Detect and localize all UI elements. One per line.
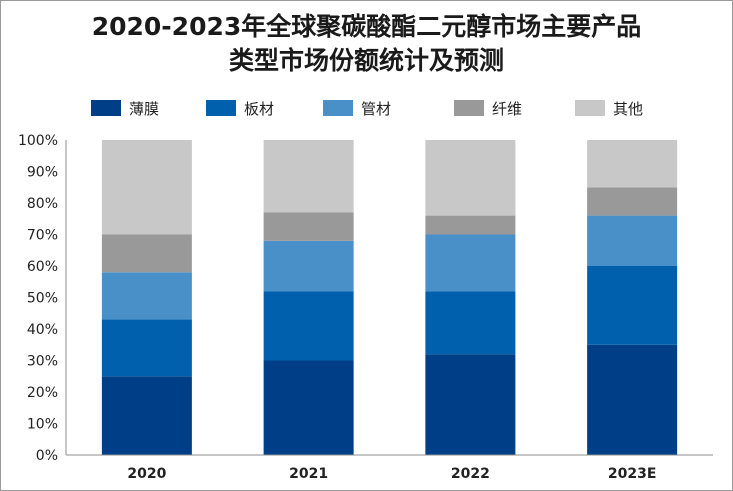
bar-segment [101,272,192,320]
bar-segment [263,291,354,361]
legend: 薄膜 板材 管材 纤维 其他 [0,96,733,120]
legend-label-pipe: 管材 [361,99,392,118]
y-tick-label: 60% [27,259,58,275]
chart-title-line-1: 2020-2023年全球聚碳酸酯二元醇市场主要产品 [91,12,642,41]
y-tick-label: 70% [27,228,58,244]
bar-segment [587,266,678,345]
bar-segment [587,140,678,188]
legend-item-fiber: 纤维 [454,96,522,120]
y-tick-label: 80% [27,196,58,212]
bar-segment [587,215,678,266]
y-tick-label: 0% [36,448,58,464]
legend-swatch-fiber [454,100,484,116]
legend-swatch-sheet [206,100,236,116]
legend-item-film: 薄膜 [91,96,159,120]
bar-segment [425,215,516,235]
legend-label-other: 其他 [613,99,644,118]
bar-segment [425,234,516,292]
x-category-label: 2021 [289,466,328,482]
bar-segment [425,140,516,216]
bar-segment [587,344,678,455]
legend-label-film: 薄膜 [129,99,160,118]
bar-segment [263,360,354,455]
bar-segment [263,212,354,241]
bar-segment [263,240,354,292]
chart-title-line-2: 类型市场份额统计及预测 [228,46,504,75]
x-category-label: 2023E [608,466,657,482]
y-tick-label: 10% [27,417,58,433]
chart-title: 2020-2023年全球聚碳酸酯二元醇市场主要产品 类型市场份额统计及预测 [0,10,733,78]
bar-segment [101,376,192,455]
legend-swatch-pipe [323,100,353,116]
y-tick-label: 90% [27,165,58,181]
legend-label-fiber: 纤维 [492,99,523,118]
legend-item-sheet: 板材 [206,96,274,120]
legend-label-sheet: 板材 [244,99,275,118]
legend-swatch-other [575,100,605,116]
bar-segment [587,187,678,216]
bar-segment [101,234,192,273]
y-tick-label: 100% [18,133,58,149]
bar-segment [101,140,192,235]
bar-segment [425,354,516,455]
bar-segment [425,291,516,355]
legend-item-other: 其他 [575,96,643,120]
x-category-label: 2020 [127,466,166,482]
y-tick-label: 30% [27,354,58,370]
legend-item-pipe: 管材 [323,96,391,120]
y-tick-label: 20% [27,385,58,401]
legend-swatch-film [91,100,121,116]
y-tick-label: 50% [27,291,58,307]
x-category-label: 2022 [451,466,490,482]
bar-segment [263,140,354,213]
y-tick-label: 40% [27,322,58,338]
bar-segment [101,319,192,377]
